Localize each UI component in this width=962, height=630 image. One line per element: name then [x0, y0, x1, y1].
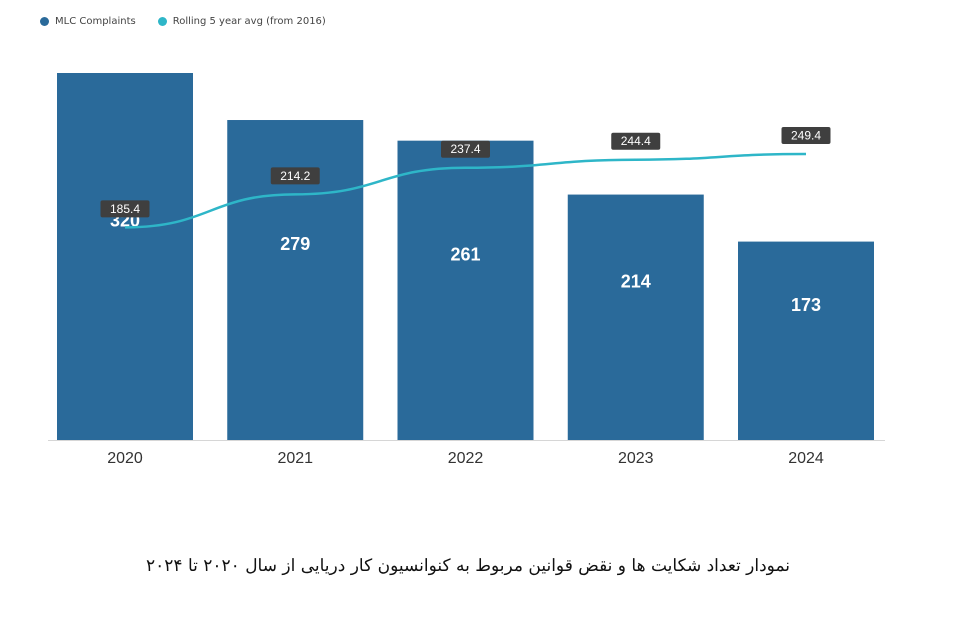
line-value-label-2022: 237.4 [450, 142, 480, 156]
bar-2020 [57, 73, 193, 440]
legend-item-rolling-avg: Rolling 5 year avg (from 2016) [157, 16, 326, 27]
x-tick-label-2023: 2023 [618, 450, 654, 467]
bar-2022 [397, 140, 534, 440]
x-tick-label-2022: 2022 [448, 450, 484, 467]
rolling-avg-line [124, 152, 807, 229]
bar-value-label-2023: 214 [621, 271, 651, 291]
legend-item-complaints: MLC Complaints [40, 16, 136, 27]
bar-value-label-2022: 261 [450, 244, 480, 264]
x-tick-label-2024: 2024 [788, 450, 824, 467]
legend-swatch-rolling-avg [157, 17, 167, 26]
line-label-box-2021 [270, 167, 320, 185]
line-label-box-2020 [100, 200, 150, 218]
figure-caption: نمودار تعداد شکایت ها و نقض قوانین مربوط… [146, 556, 790, 576]
x-tick-label-2021: 2021 [277, 450, 313, 467]
x-tick-label-2020: 2020 [107, 450, 143, 467]
legend-label-rolling-avg: Rolling 5 year avg (from 2016) [172, 16, 326, 27]
legend-label-complaints: MLC Complaints [55, 16, 136, 27]
bar-value-label-2024: 173 [791, 295, 821, 315]
chart-legend: MLC Complaints Rolling 5 year avg (from … [40, 16, 326, 27]
bar-line-chart: 32020202792021261202221420231732024185.4… [48, 73, 885, 467]
bar-value-label-2021: 279 [280, 234, 310, 254]
line-label-box-2022 [441, 140, 490, 158]
line-label-box-2023 [611, 132, 661, 150]
line-value-label-2024: 249.4 [791, 128, 821, 142]
bar-2023 [567, 194, 704, 440]
bar-2024 [738, 241, 874, 440]
line-label-box-2024 [781, 126, 831, 144]
line-value-label-2023: 244.4 [621, 134, 651, 148]
line-value-label-2021: 214.2 [280, 169, 310, 183]
legend-swatch-complaints [40, 17, 49, 26]
line-value-label-2020: 185.4 [110, 202, 140, 216]
